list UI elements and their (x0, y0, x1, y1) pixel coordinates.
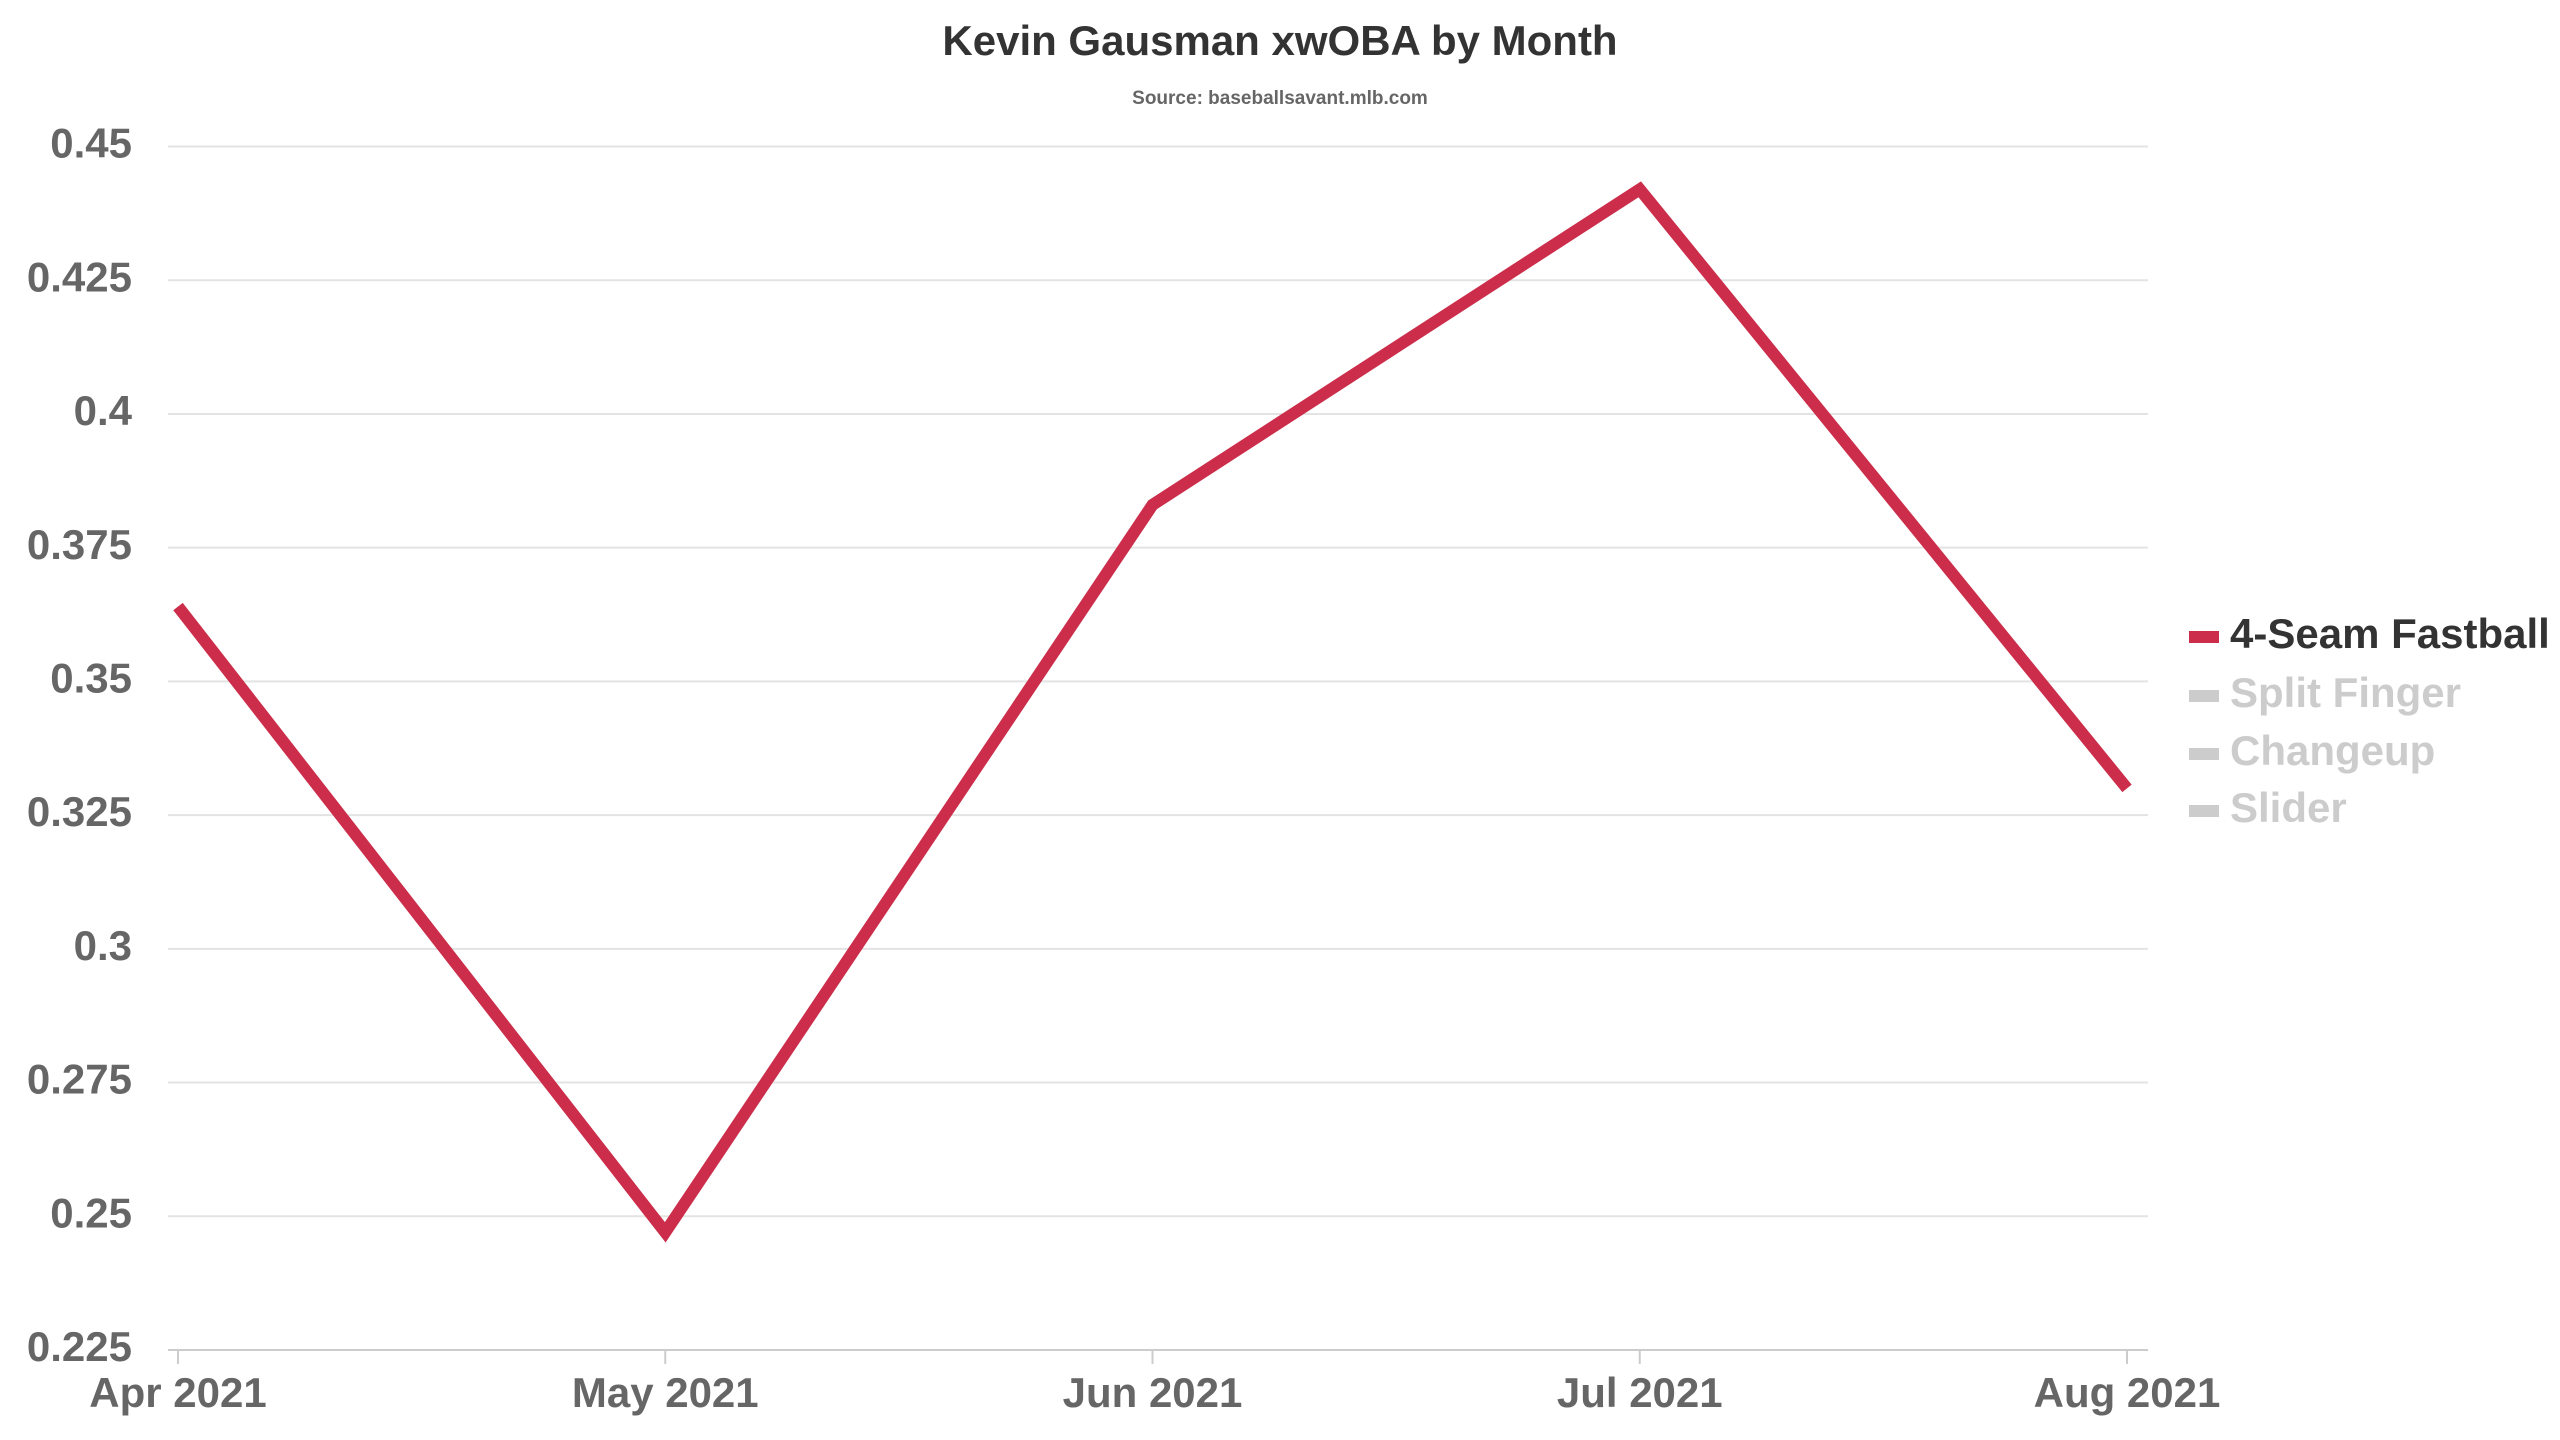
x-tick-label: Jul 2021 (1557, 1369, 1723, 1416)
y-tick-label: 0.325 (27, 788, 132, 835)
x-tick-label: Apr 2021 (89, 1369, 266, 1416)
y-tick-label: 0.25 (50, 1189, 132, 1236)
legend-swatch (2189, 631, 2219, 643)
x-tick-label: Aug 2021 (2034, 1369, 2221, 1416)
y-tick-label: 0.35 (50, 654, 132, 701)
chart-subtitle: Source: baseballsavant.mlb.com (1132, 88, 1428, 109)
legend-label: 4-Seam Fastball (2230, 610, 2550, 657)
y-tick-label: 0.275 (27, 1056, 132, 1103)
legend-swatch (2189, 690, 2219, 702)
y-tick-label: 0.375 (27, 521, 132, 568)
y-tick-label: 0.3 (74, 922, 132, 969)
x-tick-label: May 2021 (572, 1369, 759, 1416)
x-tick-label: Jun 2021 (1063, 1369, 1243, 1416)
y-tick-label: 0.4 (74, 387, 133, 434)
legend-swatch (2189, 805, 2219, 817)
legend-label: Slider (2230, 784, 2347, 831)
series-line (173, 181, 2132, 1243)
legend-swatch (2189, 748, 2219, 760)
legend-label: Split Finger (2230, 669, 2461, 716)
y-tick-label: 0.45 (50, 120, 132, 167)
y-tick-label: 0.425 (27, 253, 132, 300)
chart-title: Kevin Gausman xwOBA by Month (942, 17, 1617, 64)
y-tick-label: 0.225 (27, 1323, 132, 1370)
legend-label: Changeup (2230, 727, 2435, 774)
